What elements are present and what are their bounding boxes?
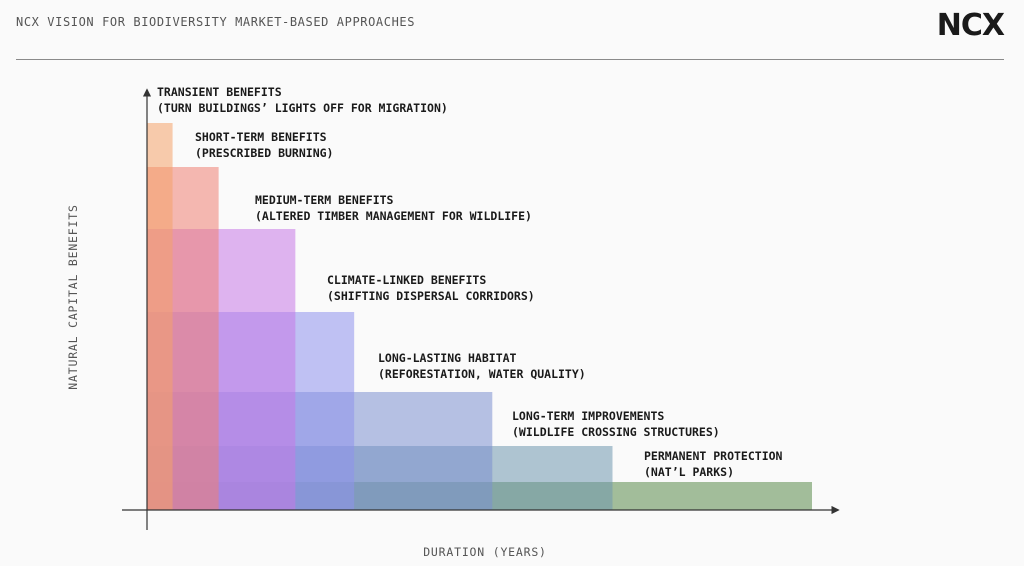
label-example-medium-term-benefits: (ALTERED TIMBER MANAGEMENT FOR WILDLIFE) xyxy=(255,209,532,223)
category-labels: TRANSIENT BENEFITS (TURN BUILDINGS’ LIGHT… xyxy=(157,85,783,479)
label-example-long-lasting-habitat: (REFORESTATION, WATER QUALITY) xyxy=(378,367,586,381)
header-divider xyxy=(16,59,1004,60)
x-axis-label: DURATION (YEARS) xyxy=(423,545,547,559)
label-transient-benefits: TRANSIENT BENEFITS xyxy=(157,85,282,99)
label-example-long-term-improvements: (WILDLIFE CROSSING STRUCTURES) xyxy=(512,425,720,439)
y-axis-label: NATURAL CAPITAL BENEFITS xyxy=(66,204,80,389)
label-example-permanent-protection: (NAT’L PARKS) xyxy=(644,465,734,479)
label-example-short-term-benefits: (PRESCRIBED BURNING) xyxy=(195,146,333,160)
bars-group xyxy=(147,123,812,510)
label-short-term-benefits: SHORT-TERM BENEFITS xyxy=(195,130,327,144)
label-climate-linked-benefits: CLIMATE-LINKED BENEFITS xyxy=(327,273,486,287)
bar-transient-benefits xyxy=(147,123,173,510)
label-permanent-protection: PERMANENT PROTECTION xyxy=(644,449,783,463)
label-long-term-improvements: LONG-TERM IMPROVEMENTS xyxy=(512,409,664,423)
label-medium-term-benefits: MEDIUM-TERM BENEFITS xyxy=(255,193,394,207)
page-header-title: NCX VISION FOR BIODIVERSITY MARKET-BASED… xyxy=(16,15,416,29)
ncx-logo: NCX xyxy=(936,8,1005,43)
label-example-climate-linked-benefits: (SHIFTING DISPERSAL CORRIDORS) xyxy=(327,289,535,303)
label-long-lasting-habitat: LONG-LASTING HABITAT xyxy=(378,351,517,365)
label-example-transient-benefits: (TURN BUILDINGS’ LIGHTS OFF FOR MIGRATIO… xyxy=(157,101,448,115)
